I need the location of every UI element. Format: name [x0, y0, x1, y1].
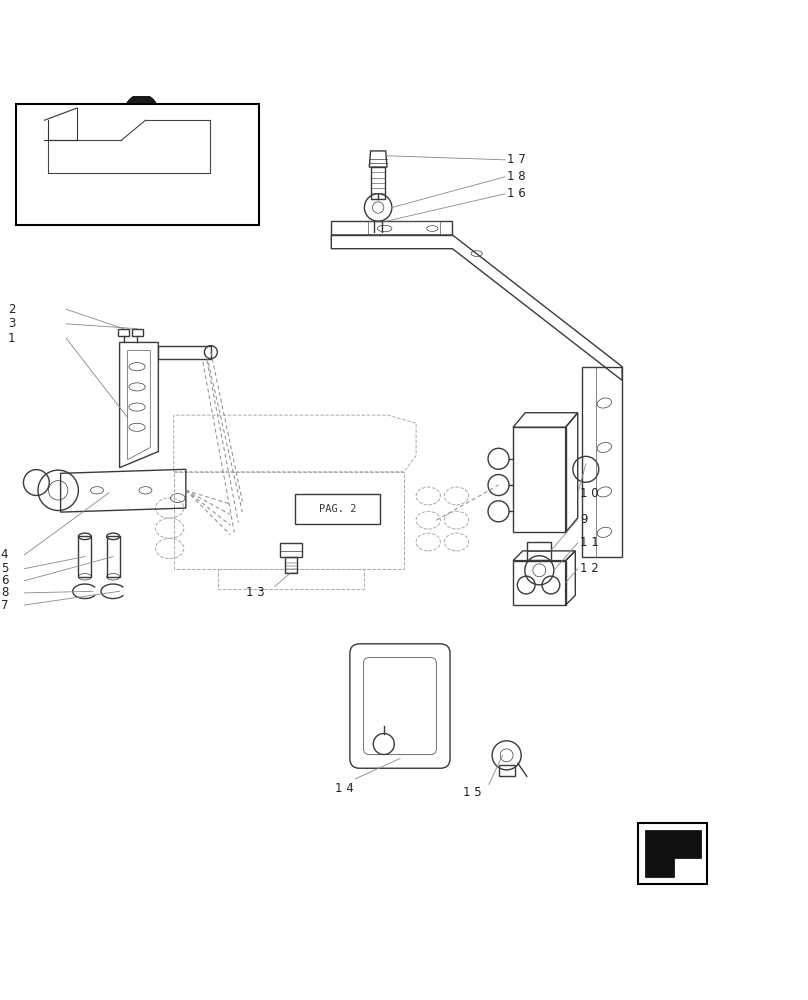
- Text: 1 8: 1 8: [507, 170, 526, 183]
- Text: 1 3: 1 3: [246, 586, 265, 599]
- Circle shape: [46, 148, 107, 209]
- Text: 1 5: 1 5: [463, 786, 482, 799]
- Text: 1 4: 1 4: [335, 782, 354, 795]
- Text: 3: 3: [8, 317, 15, 330]
- Circle shape: [168, 157, 204, 192]
- Text: 4: 4: [1, 548, 8, 561]
- Ellipse shape: [123, 94, 159, 138]
- Text: 7: 7: [1, 599, 8, 612]
- Text: 6: 6: [1, 574, 8, 587]
- Text: PAG. 2: PAG. 2: [318, 504, 356, 514]
- Text: 1: 1: [8, 332, 15, 345]
- Ellipse shape: [133, 129, 150, 144]
- Polygon shape: [645, 830, 701, 877]
- Text: 1 1: 1 1: [580, 536, 599, 549]
- Text: 5: 5: [1, 562, 8, 575]
- Text: 1 0: 1 0: [580, 487, 599, 500]
- Polygon shape: [16, 104, 259, 225]
- Text: 8: 8: [1, 586, 8, 599]
- Text: 1 2: 1 2: [580, 562, 599, 575]
- Text: 2: 2: [8, 303, 15, 316]
- Text: 1 7: 1 7: [507, 153, 526, 166]
- Text: 9: 9: [580, 513, 587, 526]
- Text: 1 6: 1 6: [507, 187, 526, 200]
